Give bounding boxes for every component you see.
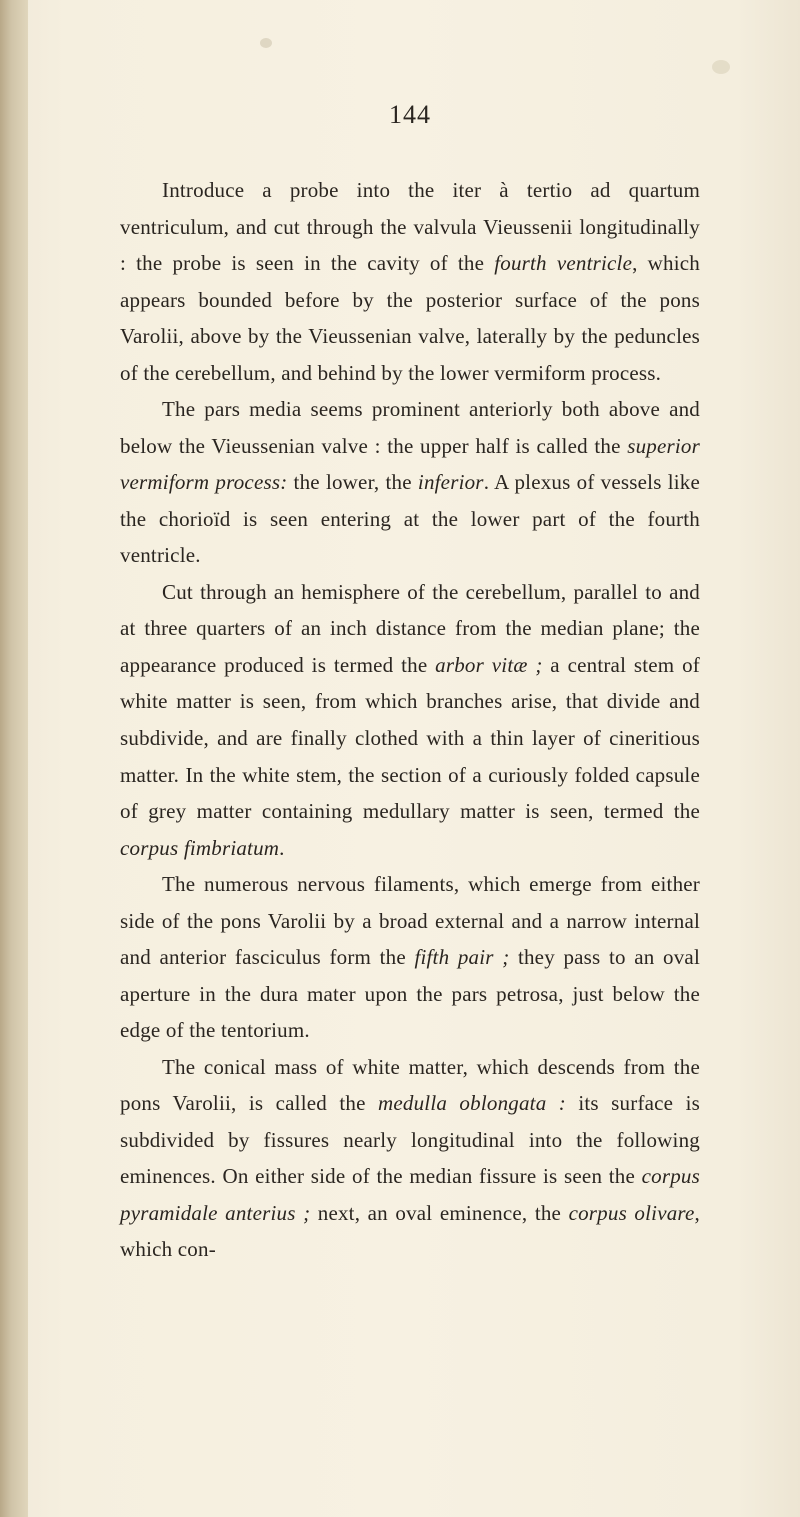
paragraph: The pars media seems prominent anteriorl… [120, 391, 700, 574]
paragraph: Cut through an hemisphere of the cerebel… [120, 574, 700, 866]
italic-term: arbor vitæ ; [435, 653, 542, 677]
italic-term: fourth ventricle [494, 251, 632, 275]
text-run: The pars media seems prominent anteriorl… [120, 397, 700, 458]
italic-term: medulla oblongata : [378, 1091, 566, 1115]
spine-shadow [0, 0, 28, 1517]
page-smudge [712, 60, 730, 74]
scanned-page: 144 Introduce a probe into the iter à te… [0, 0, 800, 1517]
italic-term: fifth pair ; [414, 945, 509, 969]
page-number: 144 [120, 100, 700, 130]
italic-term: inferior [418, 470, 484, 494]
body-text: Introduce a probe into the iter à tertio… [120, 172, 700, 1268]
paragraph: Introduce a probe into the iter à tertio… [120, 172, 700, 391]
text-run: next, an oval eminence, the [310, 1201, 568, 1225]
text-run: . [279, 836, 284, 860]
page-smudge [260, 38, 272, 48]
italic-term: corpus fimbriatum [120, 836, 279, 860]
text-run: a central stem of white matter is seen, … [120, 653, 700, 823]
italic-term: corpus olivare [569, 1201, 695, 1225]
text-run: the lower, the [287, 470, 418, 494]
paragraph: The numerous nervous filaments, which em… [120, 866, 700, 1049]
paragraph: The conical mass of white matter, which … [120, 1049, 700, 1268]
